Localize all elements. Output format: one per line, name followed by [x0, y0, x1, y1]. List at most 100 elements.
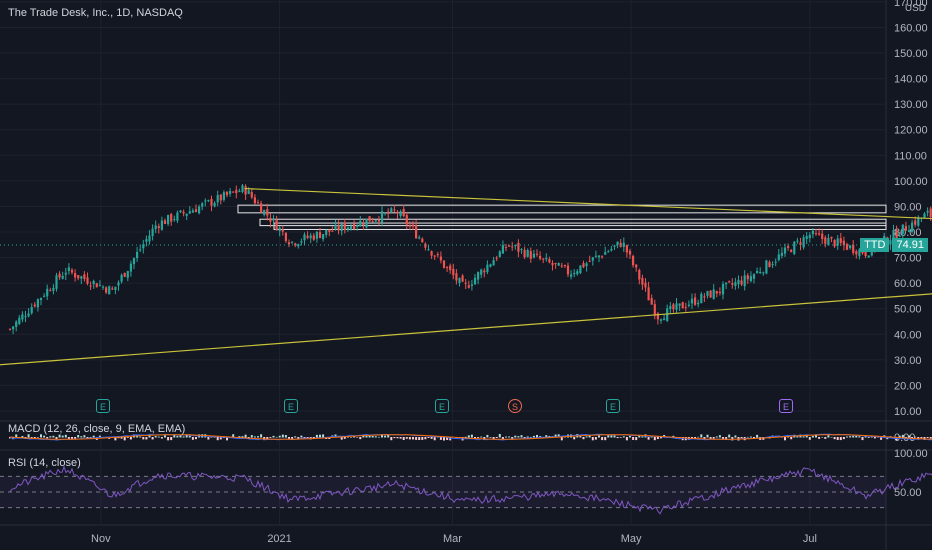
macd-histogram-bar — [917, 437, 920, 440]
macd-histogram-bar — [52, 435, 55, 438]
candle-body — [101, 286, 105, 288]
signal-line — [9, 434, 932, 440]
candle-body — [442, 260, 446, 268]
macd-histogram-bar — [433, 437, 436, 441]
earnings-event-icon[interactable]: E — [284, 399, 298, 413]
candle-body — [759, 271, 762, 273]
macd-histogram-bar — [492, 437, 495, 440]
x-tick-label: Nov — [91, 533, 111, 545]
macd-histogram-bar — [715, 436, 718, 438]
candle-body — [824, 237, 827, 244]
macd-histogram-bar — [470, 434, 473, 438]
macd-histogram-bar — [796, 436, 799, 438]
candle-body — [845, 244, 849, 250]
macd-histogram-bar — [151, 437, 154, 440]
candle-body — [520, 249, 523, 251]
candle-body — [408, 225, 411, 227]
macd-histogram-bar — [167, 437, 170, 441]
macd-histogram-bar — [67, 437, 70, 440]
macd-histogram-bar — [635, 437, 638, 441]
candle-body — [325, 229, 328, 235]
macd-histogram-bar — [802, 436, 805, 438]
candle-body — [111, 288, 114, 290]
earnings-event-icon[interactable]: E — [96, 399, 110, 413]
macd-histogram-bar — [604, 437, 607, 441]
candle-body — [86, 277, 89, 284]
macd-histogram-bar — [911, 437, 914, 439]
macd-histogram-bar — [740, 437, 743, 439]
macd-histogram-bar — [573, 437, 576, 440]
candle-body — [858, 249, 861, 257]
macd-histogram-bar — [601, 437, 604, 441]
macd-histogram-bar — [722, 437, 724, 440]
macd-histogram-bar — [272, 435, 275, 438]
macd-histogram-bar — [498, 434, 501, 438]
candle-body — [170, 214, 173, 222]
candle-body — [340, 223, 343, 231]
candle-body — [756, 270, 759, 274]
earnings-event-icon[interactable]: E — [606, 399, 620, 413]
candle-body — [585, 263, 588, 267]
macd-histogram-bar — [275, 436, 278, 438]
candle-body — [201, 203, 204, 207]
macd-histogram-bar — [591, 437, 594, 441]
macd-line — [9, 433, 932, 441]
last-price-tag: TTD 74.91 — [860, 238, 928, 252]
macd-histogram-bar — [517, 436, 520, 438]
candle-body — [70, 269, 74, 273]
candle-body — [700, 293, 703, 304]
macd-histogram-bar — [706, 434, 709, 438]
candle-body — [604, 252, 607, 255]
candle-body — [269, 218, 272, 222]
candle-body — [250, 192, 253, 198]
macd-histogram-bar — [427, 437, 430, 438]
candle-body — [272, 218, 275, 221]
candle-body — [219, 194, 222, 201]
candle-body — [777, 254, 780, 261]
candle-body — [672, 304, 675, 310]
earnings-event-icon[interactable]: E — [435, 399, 449, 413]
candle-body — [907, 230, 911, 232]
macd-histogram-bar — [545, 435, 548, 438]
candle-body — [294, 243, 297, 246]
candle-body — [46, 288, 49, 297]
candle-body — [229, 191, 232, 194]
split-event-icon[interactable]: S — [508, 399, 522, 413]
macd-histogram-bar — [362, 435, 365, 438]
earnings-event-icon[interactable]: E — [779, 399, 793, 413]
candle-body — [356, 225, 359, 227]
macd-histogram-bar — [390, 437, 393, 441]
macd-histogram-bar — [359, 437, 362, 440]
trendline — [244, 187, 932, 220]
macd-histogram-bar — [226, 437, 228, 441]
candle-body — [811, 230, 814, 235]
macd-histogram-bar — [33, 437, 36, 439]
macd-histogram-bar — [92, 435, 95, 438]
candle-body — [508, 245, 511, 247]
macd-histogram-bar — [842, 437, 845, 440]
macd-histogram-bar — [501, 437, 504, 441]
macd-histogram-bar — [548, 436, 551, 438]
candle-body — [904, 226, 907, 231]
candle-body — [120, 274, 123, 282]
macd-histogram-bar — [852, 435, 855, 438]
macd-histogram-bar — [489, 437, 492, 438]
macd-histogram-bar — [598, 435, 600, 438]
macd-histogram-bar — [920, 437, 923, 439]
macd-histogram-bar — [415, 437, 418, 440]
candle-body — [204, 200, 207, 202]
candle-body — [721, 284, 725, 295]
candle-body — [678, 303, 681, 306]
macd-histogram-bar — [929, 437, 932, 439]
macd-histogram-bar — [582, 437, 585, 440]
macd-histogram-bar — [539, 436, 542, 438]
macd-histogram-bar — [21, 436, 24, 438]
candle-body — [687, 304, 690, 306]
macd-histogram-bar — [607, 435, 610, 438]
candle-body — [814, 233, 818, 235]
candle-body — [554, 262, 557, 265]
candle-body — [839, 238, 842, 243]
candle-body — [470, 284, 473, 287]
candle-body — [139, 249, 142, 251]
